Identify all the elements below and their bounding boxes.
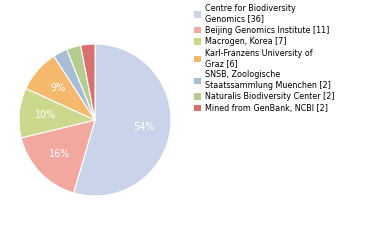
Text: 9%: 9% <box>50 83 65 93</box>
Text: 16%: 16% <box>49 149 70 159</box>
Wedge shape <box>26 56 95 120</box>
Wedge shape <box>81 44 95 120</box>
Wedge shape <box>67 45 95 120</box>
Legend: Centre for Biodiversity
Genomics [36], Beijing Genomics Institute [11], Macrogen: Centre for Biodiversity Genomics [36], B… <box>194 4 335 113</box>
Wedge shape <box>74 44 171 196</box>
Text: 10%: 10% <box>35 110 57 120</box>
Text: 54%: 54% <box>133 122 155 132</box>
Wedge shape <box>21 120 95 193</box>
Wedge shape <box>19 88 95 138</box>
Wedge shape <box>54 49 95 120</box>
